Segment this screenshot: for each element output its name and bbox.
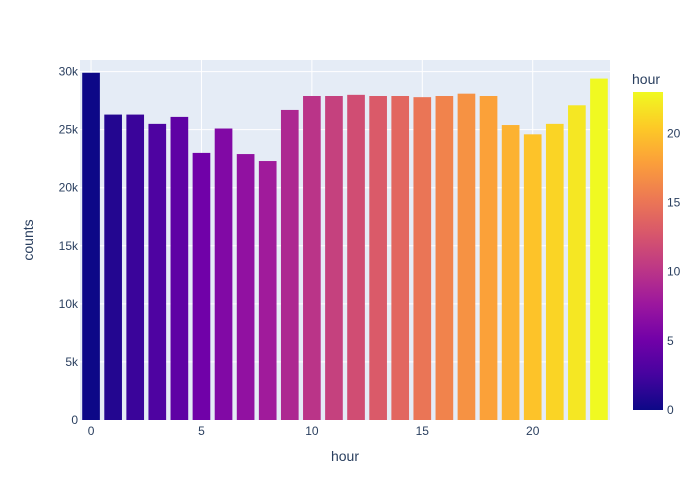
y-axis-ticks: 0 5k 10k 15k 20k 25k 30k: [59, 65, 79, 427]
bar-hour-15[interactable]: [413, 97, 432, 421]
bar-hour-4[interactable]: [170, 116, 189, 420]
y-tick-label: 25k: [59, 123, 79, 137]
colorbar-ticks: 0 5 10 15 20: [667, 126, 681, 417]
bar-hour-3[interactable]: [148, 123, 167, 420]
colorbar-title: hour: [632, 71, 660, 87]
bar-hour-22[interactable]: [568, 105, 586, 421]
x-tick-label: 20: [526, 424, 540, 438]
bar-hour-8[interactable]: [258, 161, 277, 420]
colorbar-gradient: [633, 92, 663, 410]
bar-hour-0[interactable]: [82, 72, 100, 420]
bar-hour-19[interactable]: [501, 125, 520, 420]
y-tick-label: 15k: [59, 239, 79, 253]
y-tick-label: 5k: [65, 355, 79, 369]
x-tick-label: 15: [416, 424, 430, 438]
bar-hour-1[interactable]: [104, 114, 122, 421]
colorbar-tick-label: 0: [667, 403, 674, 417]
plot-background: [80, 60, 610, 420]
x-axis-ticks: 0 5 10 15 20: [88, 424, 540, 438]
bar-hour-21[interactable]: [545, 123, 564, 420]
bar-hour-7[interactable]: [236, 154, 255, 420]
colorbar: hour 0 5 10 15 20: [632, 71, 681, 417]
y-tick-label: 20k: [59, 181, 79, 195]
bar-hour-6[interactable]: [214, 128, 233, 421]
bar-hour-20[interactable]: [523, 134, 542, 421]
bar-hour-18[interactable]: [479, 96, 498, 420]
colorbar-tick-label: 5: [667, 334, 674, 348]
x-tick-label: 10: [305, 424, 319, 438]
bar-hour-10[interactable]: [303, 96, 321, 420]
bars: [82, 72, 608, 421]
x-axis-title: hour: [331, 448, 359, 464]
bar-hour-11[interactable]: [325, 96, 343, 420]
bar-hour-17[interactable]: [457, 93, 476, 420]
y-tick-label: 30k: [59, 65, 79, 79]
colorbar-tick-label: 15: [667, 196, 681, 210]
bar-hour-14[interactable]: [391, 96, 410, 420]
bar-hour-2[interactable]: [126, 114, 145, 421]
bar-hour-9[interactable]: [280, 109, 299, 420]
x-tick-label: 0: [88, 424, 95, 438]
bar-hour-16[interactable]: [435, 96, 454, 420]
bar-hour-23[interactable]: [590, 78, 608, 421]
bar-hour-5[interactable]: [192, 152, 211, 420]
x-tick-label: 5: [198, 424, 205, 438]
bar-hour-12[interactable]: [347, 94, 365, 420]
y-tick-label: 0: [71, 413, 78, 427]
colorbar-tick-label: 10: [667, 265, 681, 279]
bar-hour-13[interactable]: [369, 96, 387, 420]
colorbar-tick-label: 20: [667, 126, 681, 140]
y-axis-title: counts: [20, 219, 36, 260]
y-tick-label: 10k: [59, 297, 79, 311]
